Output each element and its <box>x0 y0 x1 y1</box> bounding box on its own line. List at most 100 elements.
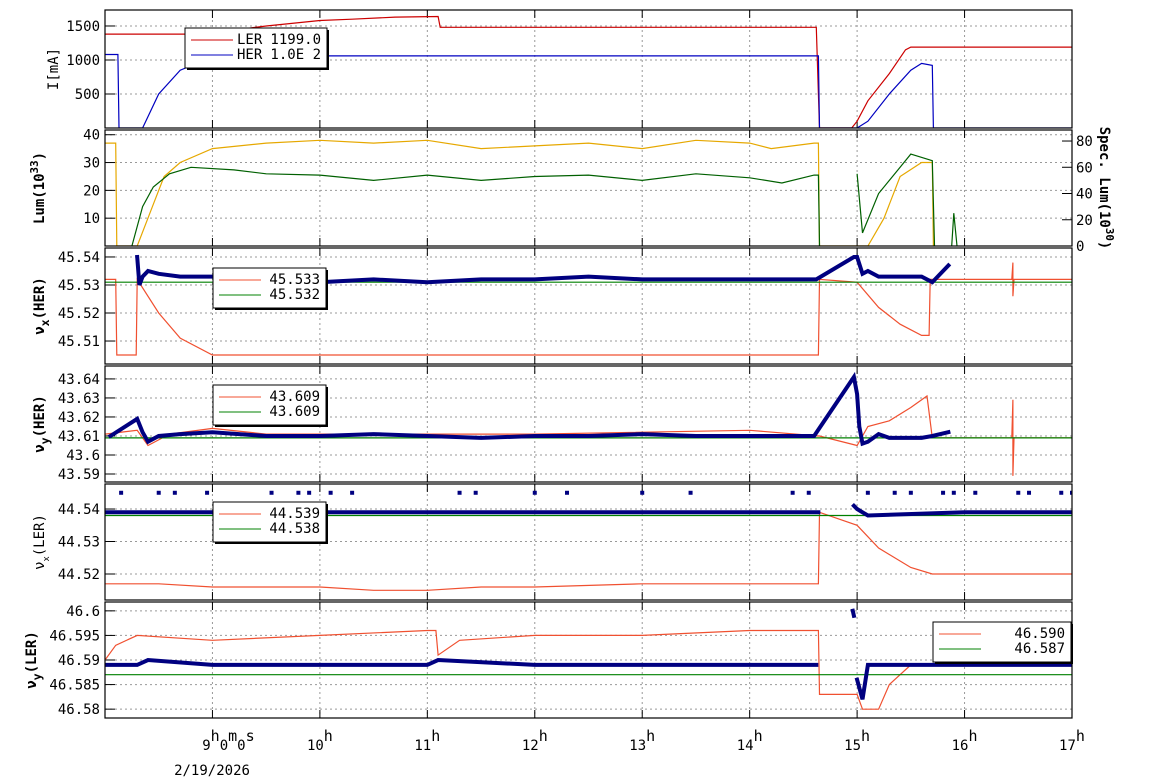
data-point <box>532 490 537 495</box>
x-tick-label-part: h <box>431 727 440 745</box>
y2-tick-label: 20 <box>1076 213 1093 229</box>
axis-label-part: ) <box>32 152 48 160</box>
axis-label: Lum(1033) <box>28 152 48 224</box>
y-tick-label: 46.58 <box>58 702 100 718</box>
axis-label: Spec. Lum(1030) <box>1096 127 1116 250</box>
series-line <box>105 629 1072 710</box>
y-tick-label: 45.52 <box>58 306 100 322</box>
y-tick-label: 44.53 <box>58 535 100 551</box>
data-point <box>688 490 693 495</box>
data-point <box>350 490 355 495</box>
x-tick-label-part: 0 <box>220 738 228 754</box>
x-axis-label: 2/19/2026 <box>174 763 250 779</box>
x-tick-label: 11h <box>414 727 440 754</box>
y-tick-label: 45.51 <box>58 334 100 350</box>
data-point <box>865 490 870 495</box>
x-tick-label-part: 9 <box>202 738 210 754</box>
legend-label: 44.539 <box>269 506 320 522</box>
y2-tick-label: 40 <box>1076 187 1093 203</box>
data-point <box>1070 490 1072 495</box>
x-tick-label-part: 10 <box>307 738 324 754</box>
data-point <box>473 490 478 495</box>
x-tick-label: 17h <box>1059 727 1085 754</box>
y-tick-label: 46.6 <box>66 604 100 620</box>
axis-label-part: (LER) <box>32 514 48 556</box>
data-point <box>908 490 913 495</box>
axis-label-part: (LER) <box>24 631 40 673</box>
data-point <box>941 490 946 495</box>
series-line <box>105 139 934 246</box>
x-tick-label-part: h <box>754 727 763 745</box>
x-tick-label-part: h <box>1076 727 1085 745</box>
data-point <box>1027 490 1032 495</box>
x-tick-label: 9h0m0s <box>202 727 254 754</box>
data-point <box>328 490 333 495</box>
axis-label-part: ν <box>24 680 40 688</box>
y-tick-label: 45.54 <box>58 250 100 266</box>
data-point <box>205 490 210 495</box>
data-point <box>1016 490 1021 495</box>
x-tick-label-part: 17 <box>1059 738 1076 754</box>
legend-label: 43.609 <box>269 404 320 420</box>
axis-label: νx(LER) <box>32 514 52 570</box>
y-tick-label: 46.585 <box>49 678 100 694</box>
x-tick-label-part: 13 <box>629 738 646 754</box>
x-tick-label-part: 14 <box>737 738 754 754</box>
data-point <box>973 490 978 495</box>
y2-tick-label: 0 <box>1076 239 1084 255</box>
legend-box <box>212 384 327 426</box>
axis-label-part: ν <box>32 561 48 569</box>
data-point <box>1059 490 1064 495</box>
y-tick-label: 46.595 <box>49 628 100 644</box>
series-line <box>135 254 952 286</box>
axis-label-part: 30 <box>1103 228 1116 241</box>
data-point <box>951 490 956 495</box>
y-tick-label: 40 <box>83 128 100 144</box>
y-tick-label: 43.59 <box>58 467 100 483</box>
plot-area <box>105 371 1072 476</box>
x-tick-label-part: 0 <box>237 738 245 754</box>
x-tick-label: 16h <box>952 727 978 754</box>
data-point <box>457 490 462 495</box>
axis-label-part: ) <box>1096 241 1112 249</box>
x-tick-label: 13h <box>629 727 655 754</box>
data-point <box>296 490 301 495</box>
axis-label-part: 33 <box>28 160 41 173</box>
x-tick-label: 12h <box>522 727 548 754</box>
data-point <box>172 490 177 495</box>
series-line <box>105 53 1072 128</box>
axis-label-part: (HER) <box>32 277 48 319</box>
data-point <box>565 490 570 495</box>
legend-label: 45.533 <box>269 272 320 288</box>
legend-label: LER <box>237 32 263 48</box>
y-tick-label: 45.53 <box>58 278 100 294</box>
data-point <box>156 490 161 495</box>
legend-box <box>184 27 328 69</box>
axis-label-part: ν <box>32 444 48 452</box>
x-tick-label-part: 15 <box>844 738 861 754</box>
panel-frame <box>104 129 1073 247</box>
axis-label-part: I[mA] <box>46 48 62 90</box>
axis-label-part: Lum(10 <box>32 173 48 224</box>
axis-label-part: y <box>30 673 44 680</box>
y-tick-label: 20 <box>83 183 100 199</box>
series-line <box>107 371 951 447</box>
y-tick-label: 43.62 <box>58 410 100 426</box>
legend-label: HER <box>237 47 263 63</box>
data-point <box>806 490 811 495</box>
axis-label: νx(HER) <box>32 277 52 335</box>
axis-label-part: x <box>42 556 52 561</box>
y2-tick-label: 80 <box>1076 134 1093 150</box>
y-tick-label: 30 <box>83 156 100 172</box>
data-point <box>119 490 124 495</box>
plot-area <box>105 139 958 246</box>
x-tick-label: 15h <box>844 727 870 754</box>
data-point <box>640 490 645 495</box>
series-line <box>105 608 1072 700</box>
x-tick-label-part: h <box>539 727 548 745</box>
axis-label: νy(LER) <box>24 631 44 689</box>
x-tick-label-part: h <box>646 727 655 745</box>
x-tick-label: 14h <box>737 727 763 754</box>
y-tick-label: 44.54 <box>58 502 100 518</box>
